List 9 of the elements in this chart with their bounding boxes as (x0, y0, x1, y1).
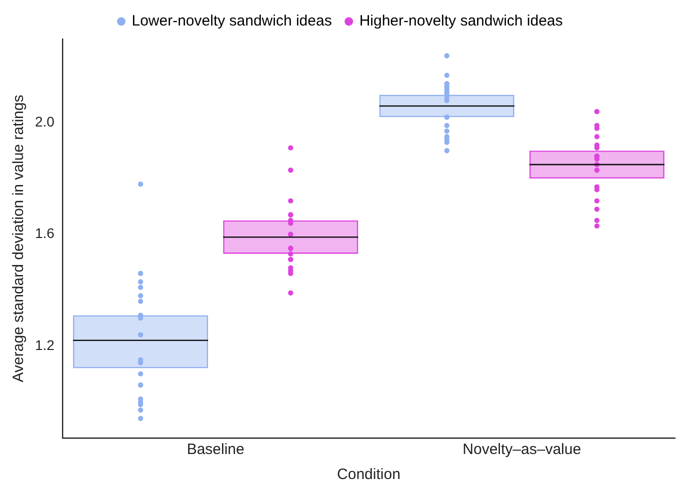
y-axis-title: Average standard deviation in value ratings (10, 94, 28, 382)
x-tick-label: Novelty–as–value (462, 441, 582, 458)
x-axis-title: Condition (337, 466, 400, 484)
y-tick-label: 1.2 (34, 336, 55, 353)
y-tick-label: 1.6 (34, 225, 55, 242)
y-tick-label: 2.0 (34, 114, 55, 130)
x-tick-label: Baseline (186, 441, 244, 458)
legend-label: Higher-novelty sandwich ideas (359, 12, 563, 30)
legend-label: Lower-novelty sandwich ideas (132, 12, 332, 30)
